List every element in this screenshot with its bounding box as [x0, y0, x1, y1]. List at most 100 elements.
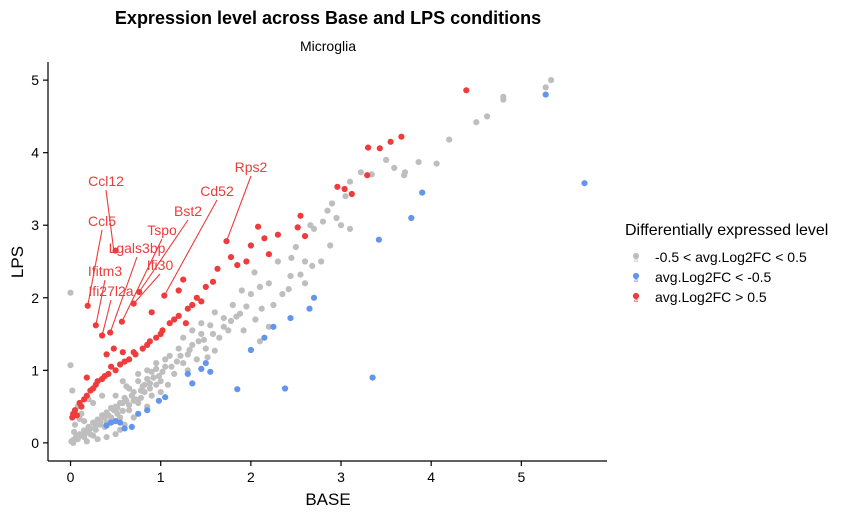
data-point [189, 380, 195, 386]
data-point [122, 359, 128, 365]
data-point [370, 375, 376, 381]
data-point [210, 279, 216, 285]
data-point [114, 411, 120, 417]
data-point [138, 395, 144, 401]
data-point [248, 347, 254, 353]
gene-label-text: Bst2 [174, 203, 202, 219]
data-point [358, 169, 364, 175]
gene-label-text: Rps2 [235, 159, 268, 175]
data-point [108, 364, 114, 370]
data-point [149, 309, 155, 315]
data-point [342, 193, 348, 199]
data-point [187, 347, 193, 353]
data-point [71, 429, 77, 435]
data-point [207, 322, 213, 328]
data-point [159, 369, 165, 375]
x-axis-title: BASE [305, 490, 350, 509]
data-point [210, 331, 216, 337]
data-point [214, 266, 220, 272]
legend-entry: a avg.Log2FC < -0.5 [633, 269, 772, 285]
series-2 [104, 92, 588, 432]
data-point [165, 382, 171, 388]
data-point [347, 226, 353, 232]
gene-label-text: Ccl5 [88, 213, 116, 229]
legend-entries: a -0.5 < avg.Log2FC < 0.5 a avg.Log2FC < -0… [633, 249, 807, 305]
legend-entry: a -0.5 < avg.Log2FC < 0.5 [633, 249, 807, 265]
data-point [255, 224, 261, 230]
data-point [158, 389, 164, 395]
data-point [180, 360, 186, 366]
data-point [147, 385, 153, 391]
data-point [95, 378, 101, 384]
data-point [87, 425, 93, 431]
data-point [306, 306, 312, 312]
data-point [97, 422, 103, 428]
data-point [228, 254, 234, 260]
data-point [333, 215, 339, 221]
data-point [484, 113, 490, 119]
legend-entry: a avg.Log2FC > 0.5 [633, 289, 767, 305]
gene-label-text: Ifi30 [147, 257, 174, 273]
legend: Differentially expressed level a -0.5 < a… [625, 222, 828, 305]
data-point [162, 356, 168, 362]
data-point [194, 356, 200, 362]
data-point [99, 393, 105, 399]
chart-subtitle: Microglia [300, 38, 356, 54]
data-point [234, 262, 240, 268]
data-point [158, 378, 164, 384]
data-point [324, 208, 330, 214]
data-point [201, 337, 207, 343]
legend-label: -0.5 < avg.Log2FC < 0.5 [655, 249, 807, 265]
data-point [198, 366, 204, 372]
legend-key-glyph: a [634, 257, 638, 264]
data-point [144, 407, 150, 413]
data-point [257, 284, 263, 290]
data-point [237, 311, 243, 317]
data-point [408, 215, 414, 221]
data-point [342, 186, 348, 192]
data-point [158, 331, 164, 337]
data-point [416, 159, 422, 165]
data-point [171, 371, 177, 377]
data-point [153, 360, 159, 366]
data-point [122, 425, 128, 431]
data-point [135, 371, 141, 377]
data-point [205, 354, 211, 360]
data-point [287, 315, 293, 321]
data-point [347, 179, 353, 185]
y-tick-label: 1 [31, 362, 39, 378]
data-point [84, 393, 90, 399]
series-1 [67, 77, 554, 446]
data-point [270, 324, 276, 330]
data-point [398, 134, 404, 140]
y-tick-label: 3 [31, 217, 39, 233]
data-point [153, 366, 159, 372]
data-point [212, 309, 218, 315]
data-point [279, 291, 285, 297]
data-point [203, 284, 209, 290]
data-point [365, 145, 371, 151]
data-point [176, 287, 182, 293]
data-point [297, 213, 303, 219]
x-tick-label: 0 [67, 469, 75, 485]
data-point [252, 316, 258, 322]
data-point [259, 306, 265, 312]
x-axis-ticks: 0 1 2 3 4 5 [67, 461, 526, 485]
data-point [90, 385, 96, 391]
data-point [581, 180, 587, 186]
x-tick-label: 5 [517, 469, 525, 485]
data-point [228, 318, 234, 324]
data-point [334, 184, 340, 190]
data-point [207, 369, 213, 375]
gene-label-text: Ifitm3 [88, 263, 122, 279]
data-point [78, 404, 84, 410]
x-tick-label: 4 [427, 469, 435, 485]
data-point [185, 306, 191, 312]
data-point [120, 408, 126, 414]
data-point [243, 258, 249, 264]
data-point [156, 398, 162, 404]
data-point [144, 367, 150, 373]
data-point [327, 242, 333, 248]
data-point [84, 375, 90, 381]
